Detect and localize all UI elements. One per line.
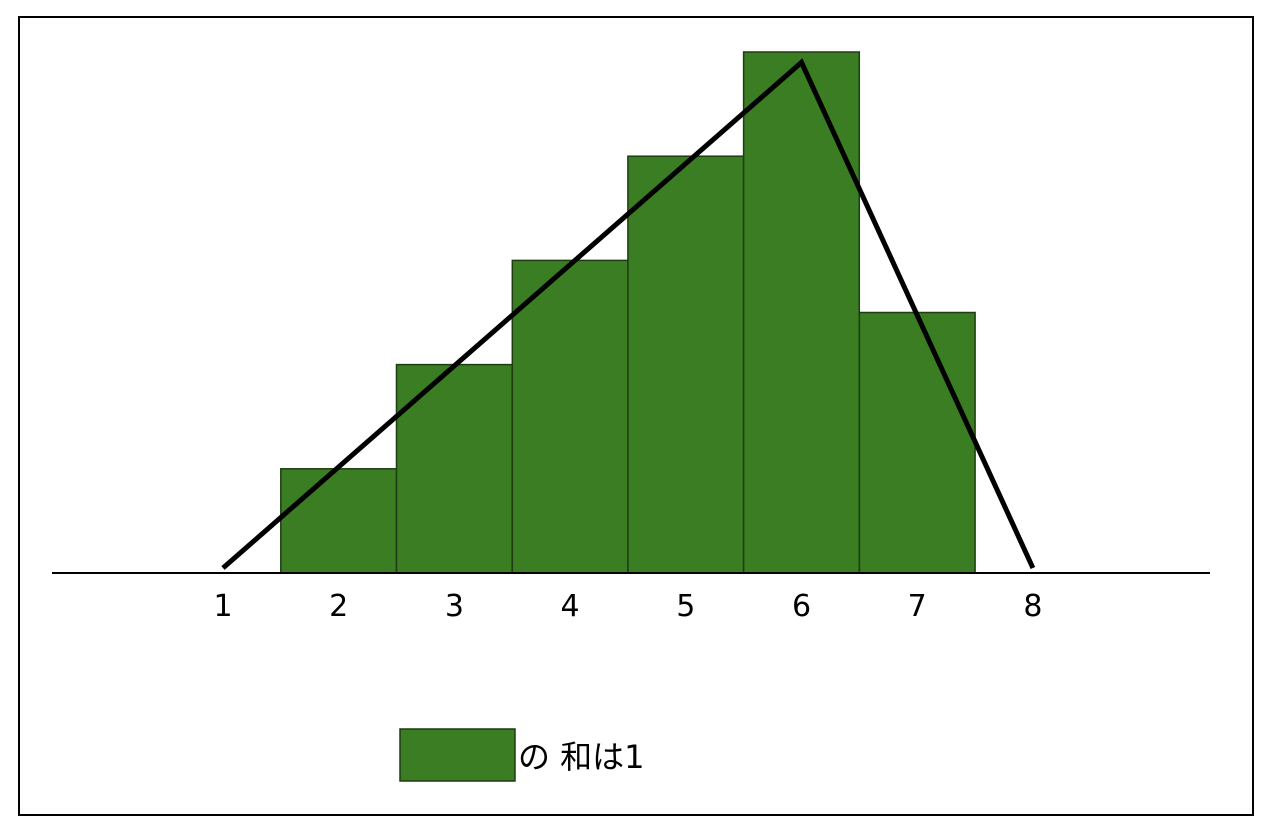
x-tick-label-6: 6 (792, 589, 811, 624)
bars-layer (280, 51, 976, 574)
x-tick-label-7: 7 (908, 589, 927, 624)
bar-5 (627, 155, 745, 574)
legend: の 和は1 (399, 728, 645, 782)
legend-label: の 和は1 (518, 738, 645, 776)
bar-7 (858, 311, 976, 574)
x-tick-labels: 1 2 3 4 5 6 7 8 (213, 589, 1042, 624)
bar-4 (511, 259, 629, 574)
x-tick-label-8: 8 (1023, 589, 1042, 624)
bar-2 (280, 468, 398, 574)
x-tick-label-4: 4 (561, 589, 580, 624)
legend-swatch (399, 728, 516, 782)
x-tick-label-5: 5 (676, 589, 695, 624)
x-tick-label-2: 2 (329, 589, 348, 624)
x-tick-label-3: 3 (445, 589, 464, 624)
bar-3 (395, 363, 513, 574)
triangular-distribution-line (221, 58, 1036, 570)
bar-6 (742, 51, 861, 574)
x-tick-label-1: 1 (213, 589, 232, 624)
